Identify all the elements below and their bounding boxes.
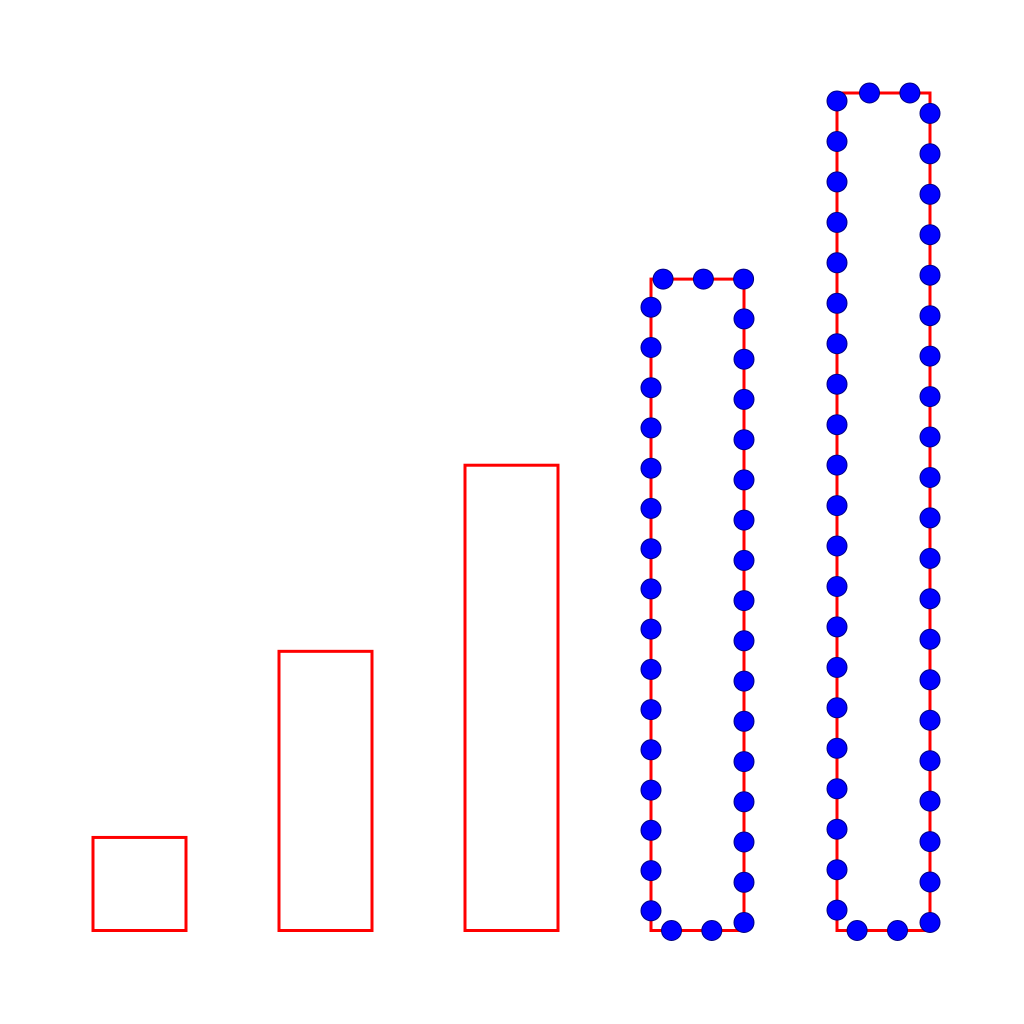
bar-4-marker <box>733 630 755 652</box>
bar-5-marker <box>919 831 941 853</box>
bar-5-marker <box>859 82 880 104</box>
bar-4-marker <box>640 538 662 560</box>
bar-4-marker <box>733 268 755 290</box>
bar-4-marker <box>640 618 662 640</box>
bar-5-marker <box>919 669 941 691</box>
bar-4-marker <box>640 296 662 318</box>
bar-5-marker <box>826 373 848 395</box>
edge-markers <box>640 82 941 941</box>
bar-5-marker <box>826 859 848 881</box>
bar-5-marker <box>919 426 941 448</box>
bar-5-marker <box>919 790 941 812</box>
bar-5-marker <box>919 264 941 286</box>
bar-4-marker <box>733 549 755 571</box>
bar-4-marker <box>733 348 755 370</box>
bar-4-marker <box>733 469 755 491</box>
bar-1 <box>91 835 188 933</box>
bar-5-marker <box>826 576 848 597</box>
bar-4-marker <box>640 819 662 841</box>
bar-5-marker <box>919 507 941 529</box>
bar-5-marker <box>826 778 848 800</box>
bar-5-marker <box>826 333 848 355</box>
bar-4-marker <box>733 831 755 853</box>
bar-5-marker <box>826 616 848 638</box>
bar-2 <box>277 649 374 932</box>
bar-5-marker <box>887 920 908 941</box>
bar-5-marker <box>826 899 848 921</box>
bar-5-marker <box>919 750 941 772</box>
bar-4-marker <box>733 871 755 893</box>
bar-4-marker <box>640 779 662 801</box>
bar-5-marker <box>919 912 941 933</box>
bar-5-marker <box>826 131 848 152</box>
bar-5-marker <box>826 818 848 840</box>
bar-4-marker <box>661 920 682 941</box>
bar-4-marker <box>640 739 662 761</box>
bar-5-marker <box>826 535 848 557</box>
bar-5-marker <box>826 252 848 274</box>
bar-5-marker <box>919 305 941 327</box>
bar-4-marker <box>733 751 755 773</box>
bar-5-marker <box>919 467 941 488</box>
bar-4-marker <box>733 912 755 933</box>
bar-5-marker <box>846 920 868 941</box>
bar-4-marker <box>733 429 755 451</box>
bar-4-marker <box>692 268 714 290</box>
bar-5-marker <box>826 171 848 193</box>
bar-5-marker <box>826 211 848 233</box>
bar-5-marker <box>826 495 848 517</box>
bar-5-marker <box>919 709 941 731</box>
bar-5-marker <box>826 90 848 112</box>
bar-4-marker <box>733 670 755 692</box>
bar-4-marker <box>640 417 662 439</box>
bar-4-marker <box>733 388 755 410</box>
bar-4-marker <box>640 860 662 882</box>
bar-3 <box>463 463 560 932</box>
bar-5 <box>835 91 932 932</box>
bar-4 <box>649 277 746 933</box>
bar-5-marker <box>919 386 941 408</box>
bar-5-marker <box>899 82 921 104</box>
bar-4-marker <box>640 497 662 519</box>
bar-4-marker <box>733 590 755 612</box>
bar-4-marker <box>640 457 662 479</box>
bar-4-marker <box>701 920 723 941</box>
bar-5-marker <box>826 292 848 314</box>
bar-5-marker <box>919 102 941 124</box>
bar-5-marker <box>919 183 941 205</box>
bar-5-marker <box>919 628 941 650</box>
bar-4-marker <box>640 377 662 399</box>
bar-4-marker <box>640 578 662 600</box>
bar-5-marker <box>919 588 941 610</box>
bar-5-marker <box>826 454 848 476</box>
bar-4-marker <box>733 791 755 813</box>
bars <box>91 91 932 933</box>
bar-5-marker <box>826 737 848 759</box>
bar-5-marker <box>919 143 941 165</box>
bar-5-marker <box>919 345 941 367</box>
bar-4-marker <box>733 509 755 531</box>
bar-4-marker <box>640 337 662 358</box>
bar-5-marker <box>919 224 941 246</box>
bar-4-marker <box>733 308 755 330</box>
bar-4-marker <box>640 658 662 680</box>
bar-5-marker <box>826 697 848 719</box>
bar-4-marker <box>733 710 755 732</box>
bar-4-marker <box>640 699 662 721</box>
bar-4-marker <box>652 268 674 290</box>
bar-5-marker <box>919 871 941 893</box>
bar-5-marker <box>919 547 941 569</box>
bar-4-marker <box>640 900 662 922</box>
bar-5-marker <box>826 414 848 436</box>
bar-5-marker <box>826 656 848 678</box>
